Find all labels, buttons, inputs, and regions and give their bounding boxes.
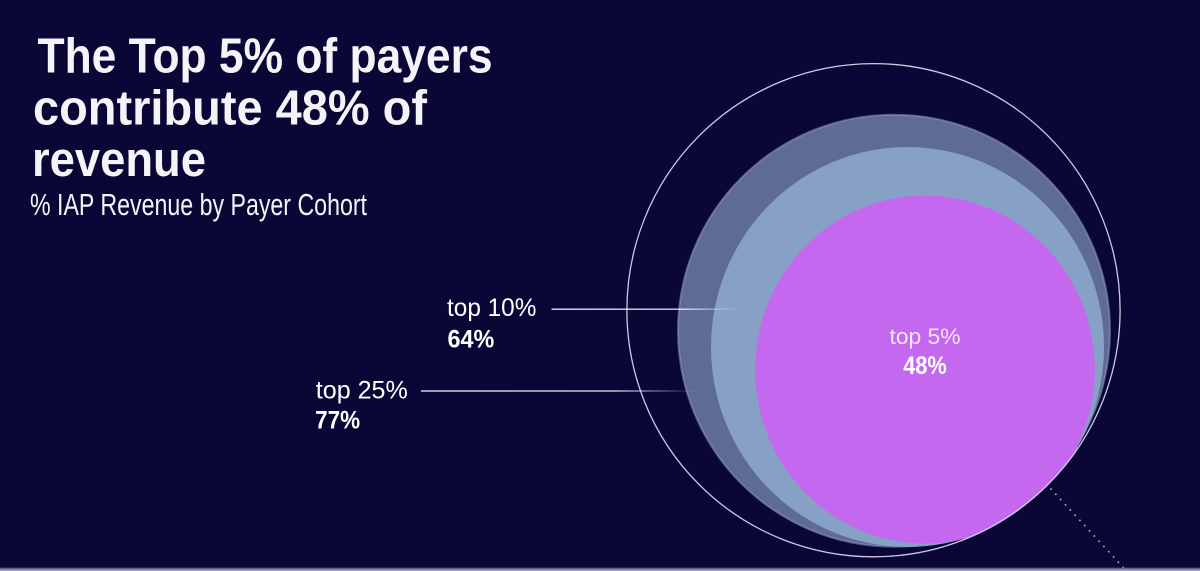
svg-text:revenue: revenue bbox=[32, 132, 206, 187]
svg-text:77%: 77% bbox=[315, 407, 360, 435]
svg-text:top 10%: top 10% bbox=[447, 294, 536, 322]
svg-text:top 25%: top 25% bbox=[316, 376, 408, 404]
svg-text:contribute 48% of: contribute 48% of bbox=[33, 81, 427, 136]
svg-text:64%: 64% bbox=[448, 325, 495, 353]
svg-text:48%: 48% bbox=[903, 352, 947, 380]
svg-text:top 5%: top 5% bbox=[890, 324, 961, 349]
svg-text:The Top 5% of payers: The Top 5% of payers bbox=[38, 28, 493, 83]
svg-text:% IAP Revenue by Payer Cohort: % IAP Revenue by Payer Cohort bbox=[30, 187, 367, 222]
